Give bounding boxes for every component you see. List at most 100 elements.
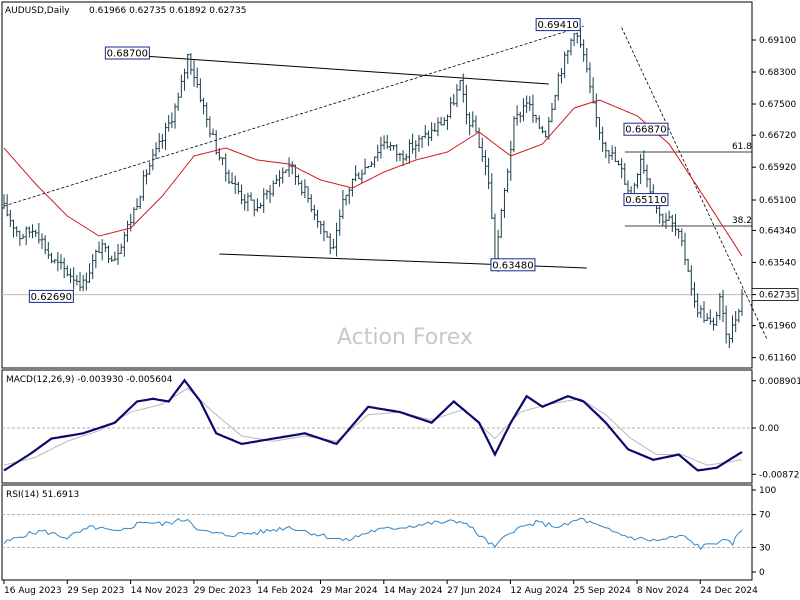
price-bar (309, 194, 313, 213)
price-axis-label: 0.65100 (759, 196, 796, 206)
price-bar (233, 175, 237, 195)
price-bar (110, 255, 114, 263)
price-axis-label: 0.65920 (759, 163, 796, 173)
price-bar (686, 258, 690, 272)
price-bar (544, 130, 548, 138)
price-bar (97, 241, 101, 254)
macd-layer (2, 378, 752, 472)
price-bar (284, 169, 288, 174)
price-bar (116, 243, 120, 265)
price-bar (664, 212, 668, 230)
price-bar (205, 102, 209, 128)
price-bar (588, 62, 592, 94)
price-bar (259, 202, 263, 209)
date-axis-label: 12 Aug 2024 (510, 586, 568, 596)
price-bar (300, 180, 304, 196)
price-bar (81, 274, 85, 292)
axis-layer: 0.69100 0.68300 0.67500 0.66720 0.65920 0.651… (3, 36, 800, 596)
price-annotation: 0.66870 (623, 122, 669, 136)
price-bar (480, 137, 484, 162)
price-bar (575, 32, 579, 44)
price-bar (373, 156, 377, 168)
fib-level-label: 38.2 (732, 216, 752, 226)
price-bar (639, 153, 643, 185)
price-panel[interactable] (1, 1, 753, 369)
price-bar (727, 333, 731, 349)
price-bar (721, 289, 725, 323)
price-axis-label: 0.68300 (759, 68, 796, 78)
price-bar (186, 53, 190, 80)
price-bar (439, 116, 443, 126)
price-bar (344, 194, 348, 206)
macd-panel[interactable] (1, 369, 753, 484)
price-bar (360, 169, 364, 184)
price-bar (2, 194, 6, 209)
svg-text:0.65110: 0.65110 (625, 195, 666, 206)
price-bar (50, 252, 54, 264)
macd-axis-label: 0.008901 (759, 377, 800, 387)
price-bar (414, 140, 418, 159)
price-bar (411, 133, 415, 154)
price-bar (72, 267, 76, 290)
price-layer: 61.8 38.2 0.68700 0.69410 0.66870 0.65110 0.63… (2, 18, 768, 349)
date-axis-label: 27 Jun 2024 (447, 586, 501, 596)
price-bar (661, 213, 665, 227)
price-bar (154, 142, 158, 160)
watermark-text: Action Forex (337, 325, 473, 350)
price-bar (281, 167, 285, 184)
price-bar (620, 158, 624, 179)
price-bar (521, 98, 525, 122)
price-bar (290, 161, 294, 175)
price-bar (322, 220, 326, 242)
price-axis-label: 0.67500 (759, 100, 796, 110)
price-bar (667, 210, 671, 221)
price-bar (677, 228, 681, 239)
price-bar (689, 265, 693, 296)
price-bar (499, 208, 503, 239)
price-bar (293, 164, 297, 185)
price-bar (363, 158, 367, 175)
price-bar (461, 73, 465, 103)
price-bar (464, 84, 468, 125)
price-bar (62, 257, 66, 279)
moving-average-line (3, 99, 743, 257)
trendline-dashed-falling (621, 27, 768, 341)
price-bar (705, 313, 709, 321)
price-bar (376, 144, 380, 162)
price-bar (490, 173, 494, 219)
price-bar (170, 112, 174, 129)
price-bar (246, 192, 250, 212)
price-bar (692, 282, 696, 308)
price-bar (563, 51, 567, 79)
price-bar (395, 144, 399, 162)
price-bar (59, 254, 63, 270)
date-axis-label: 8 Nov 2024 (637, 586, 689, 596)
price-bar (198, 78, 202, 103)
price-bar (699, 305, 703, 319)
price-bar (113, 251, 117, 262)
price-bar (680, 228, 684, 247)
price-bar (12, 219, 16, 238)
price-bar (255, 198, 259, 212)
price-bar (274, 174, 278, 185)
svg-text:0.66870: 0.66870 (625, 125, 666, 136)
price-bar (452, 93, 456, 106)
price-bar (426, 130, 430, 146)
price-bar (683, 232, 687, 266)
rsi-panel[interactable] (1, 484, 753, 581)
price-bar (122, 231, 126, 257)
price-bar (15, 226, 19, 237)
price-bar (582, 39, 586, 62)
price-bar (265, 189, 269, 200)
trendline-dashed-rising (3, 25, 584, 207)
price-bar (597, 117, 601, 141)
price-bar (601, 126, 605, 152)
price-annotation: 0.69410 (535, 18, 581, 32)
price-bar (518, 111, 522, 123)
price-bar (271, 180, 275, 197)
price-bar (164, 122, 168, 151)
price-bar (135, 198, 139, 210)
price-bar (240, 184, 244, 205)
price-bar (566, 50, 570, 64)
price-bar (18, 230, 22, 246)
